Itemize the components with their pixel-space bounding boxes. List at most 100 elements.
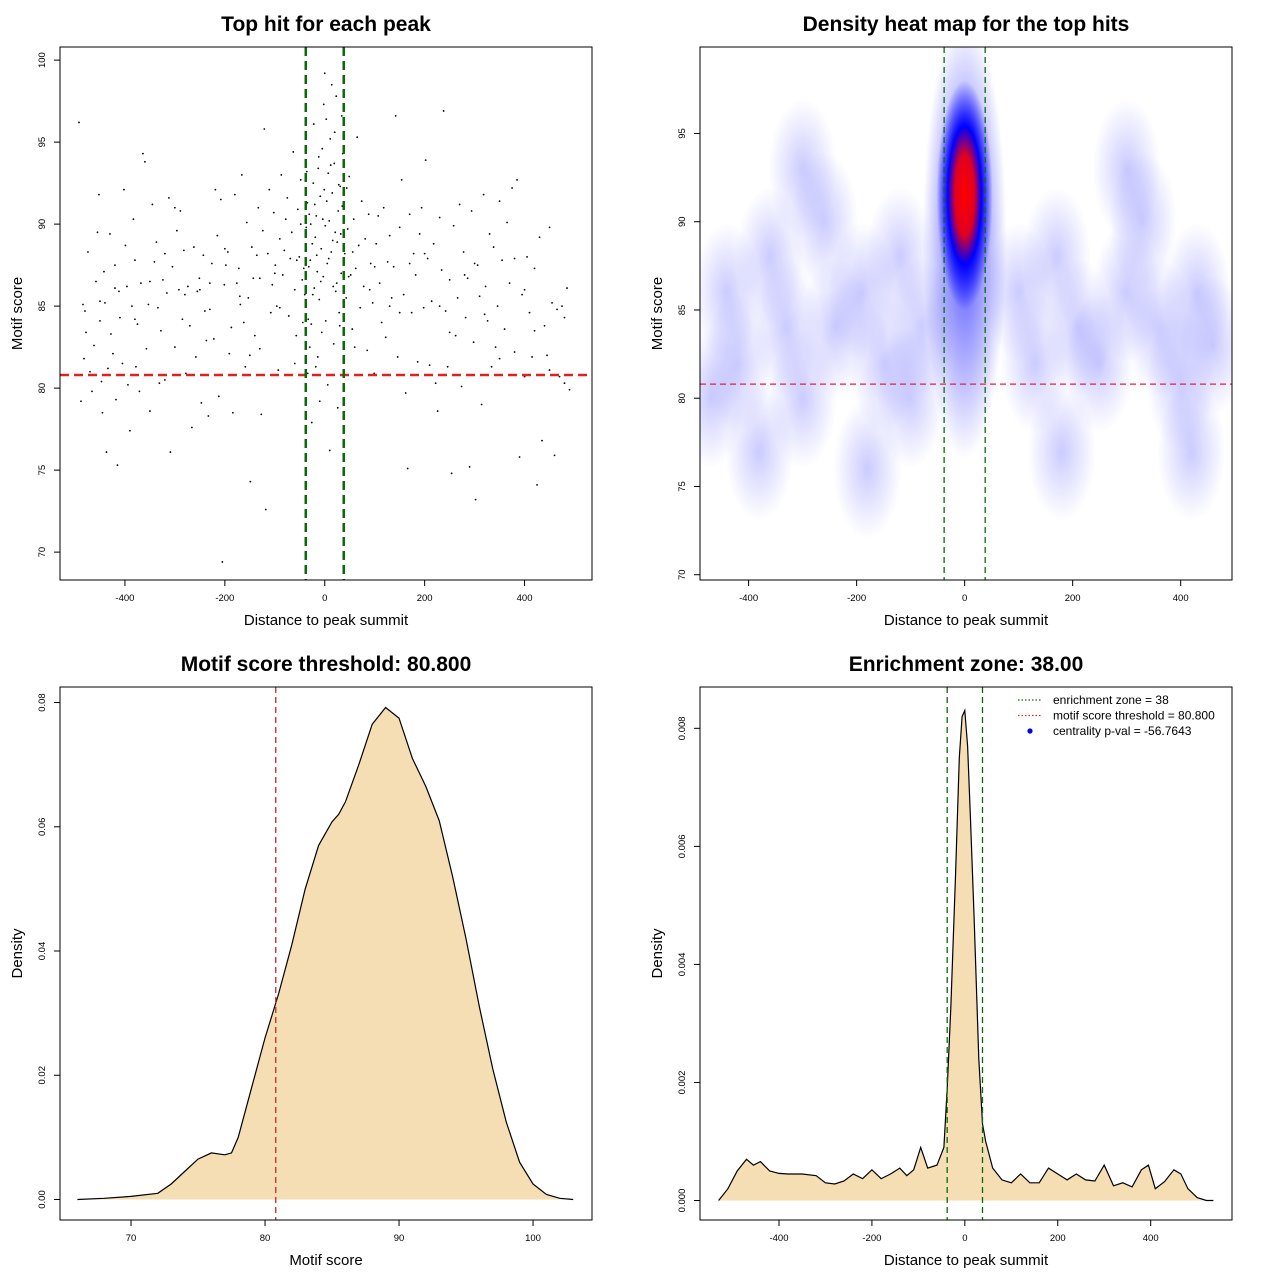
data-point [506, 221, 508, 224]
y-axis-label: Density [649, 928, 666, 979]
data-point [153, 260, 156, 263]
density-blob [768, 98, 837, 239]
density-hot-spot [936, 80, 993, 311]
data-point [119, 316, 121, 319]
legend-point-marker [1027, 728, 1033, 734]
data-point [498, 200, 501, 203]
x-tick-label: -200 [215, 593, 234, 604]
data-point [278, 306, 281, 309]
distance-density-panel: -400 -200 0 200 400 0.000 0.002 0.004 0.006 0.008… [649, 653, 1233, 1269]
data-point [434, 382, 437, 385]
plot-frame [699, 686, 1233, 1221]
data-point [466, 277, 469, 280]
data-point [274, 264, 277, 267]
data-point [269, 311, 272, 314]
data-point [242, 321, 245, 324]
data-point [340, 272, 343, 275]
data-point [208, 282, 211, 285]
data-point [177, 288, 180, 291]
y-tick-label: 75 [677, 481, 688, 492]
data-point [314, 236, 317, 239]
data-point [492, 246, 495, 248]
data-point [210, 262, 213, 265]
y-tick-label: 0.08 [37, 693, 48, 712]
score-density-panel: 70 80 90 100 0.00 0.02 0.04 0.06 0.08 Motif score… [9, 653, 593, 1269]
data-point [369, 262, 372, 265]
data-point [333, 131, 336, 134]
density-curve [77, 706, 574, 1201]
data-point [114, 287, 116, 289]
data-point [346, 228, 349, 230]
data-point [310, 421, 313, 424]
plot-frame [59, 46, 593, 581]
data-point [307, 265, 310, 268]
data-point [354, 267, 357, 270]
y-tick-label: 90 [677, 216, 688, 227]
data-point [235, 282, 238, 285]
density-fill [718, 710, 1214, 1201]
data-point [563, 382, 566, 385]
legend-label: centrality p-val = -56.7643 [1053, 724, 1192, 738]
data-point [321, 147, 324, 150]
data-point [183, 293, 186, 296]
data-point [85, 331, 87, 334]
data-point [366, 349, 369, 352]
data-point [144, 160, 146, 163]
data-point [548, 369, 551, 371]
data-point [333, 162, 336, 165]
data-point [518, 456, 521, 458]
data-point [78, 121, 80, 124]
data-point [496, 305, 499, 308]
data-point [322, 275, 325, 278]
data-point [408, 213, 411, 216]
data-point [347, 275, 350, 278]
data-point [280, 174, 283, 176]
y-tick-label: 100 [37, 52, 48, 68]
data-point [126, 285, 128, 288]
chart-title: Motif score threshold: 80.800 [181, 653, 472, 676]
data-point [311, 242, 314, 245]
data-point [446, 365, 449, 368]
data-point [298, 256, 301, 258]
data-point [556, 308, 558, 311]
data-point [155, 241, 158, 244]
data-point [488, 233, 491, 235]
x-axis-label: Distance to peak summit [244, 612, 409, 629]
data-point [448, 278, 451, 281]
x-tick-label: -200 [862, 1233, 881, 1244]
data-point [169, 451, 172, 453]
data-point [311, 293, 314, 296]
data-point [281, 274, 284, 276]
data-point [323, 188, 326, 191]
data-point [349, 274, 352, 276]
data-point [410, 311, 413, 314]
data-point [114, 264, 116, 267]
data-point [255, 254, 258, 257]
y-axis-label: Motif score [9, 277, 26, 350]
plot-area [60, 47, 592, 580]
data-point [400, 178, 403, 181]
data-point [430, 300, 433, 303]
data-point [275, 305, 278, 308]
data-point [301, 278, 304, 281]
data-point [382, 206, 385, 209]
data-point [221, 561, 224, 563]
data-point [398, 311, 401, 314]
data-point [207, 415, 210, 417]
data-point [192, 246, 195, 248]
data-point [386, 260, 389, 263]
data-point [190, 426, 193, 429]
data-point [396, 356, 399, 358]
data-point [345, 187, 348, 189]
data-point [422, 306, 425, 309]
data-point [244, 365, 247, 368]
data-point [536, 483, 538, 486]
y-tick-label: 0.002 [677, 1071, 688, 1095]
data-point [149, 280, 151, 283]
data-point [335, 95, 338, 98]
data-point [516, 178, 518, 181]
data-point [343, 252, 346, 255]
data-point [541, 439, 543, 442]
data-point [438, 216, 441, 219]
